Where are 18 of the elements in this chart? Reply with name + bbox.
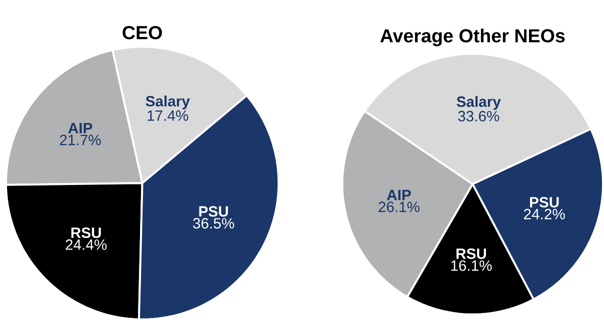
chart-title: Average Other NEOs — [380, 28, 565, 46]
data-label: 36.5% — [193, 218, 234, 228]
slice-label: Salary — [146, 95, 190, 110]
data-label: 16.1% — [451, 260, 492, 271]
data-label: 17.4% — [148, 110, 188, 121]
data-label: 26.1% — [378, 201, 420, 212]
slice-label: RSU — [456, 248, 486, 259]
slice-label: AIP — [386, 190, 411, 200]
data-label: 33.6% — [458, 110, 500, 122]
slice-label: Salary — [456, 96, 501, 110]
data-label: 24.4% — [66, 239, 107, 250]
slice-label: RSU — [71, 227, 101, 238]
chart-title: CEO — [122, 26, 162, 40]
data-label: 21.7% — [60, 134, 101, 146]
slice-label: PSU — [199, 206, 228, 216]
data-label: 24.2% — [524, 208, 565, 220]
slice-label: PSU — [530, 196, 559, 208]
slice-label: AIP — [68, 122, 92, 134]
